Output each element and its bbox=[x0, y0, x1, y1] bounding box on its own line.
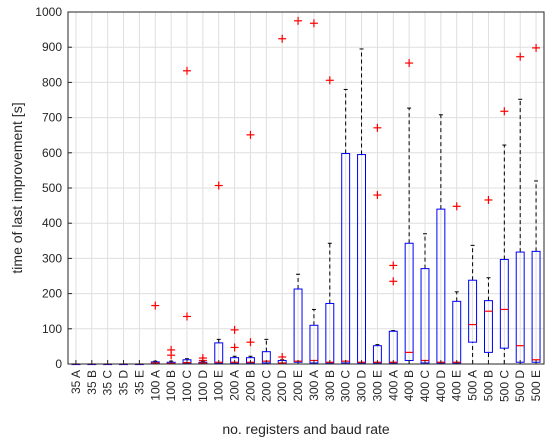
y-tick-label: 0 bbox=[55, 357, 62, 371]
x-tick-label: 500 A bbox=[466, 370, 480, 401]
outlier-marker bbox=[183, 312, 191, 321]
outlier-marker bbox=[167, 345, 176, 354]
outlier-marker bbox=[278, 34, 287, 43]
outlier-marker bbox=[278, 352, 287, 361]
x-tick-label: 100 E bbox=[212, 370, 226, 401]
y-tick-label: 800 bbox=[42, 75, 62, 89]
y-tick-label: 900 bbox=[42, 40, 62, 54]
outlier-marker bbox=[325, 76, 334, 85]
x-tick-label: 200 C bbox=[259, 370, 273, 402]
x-tick-label: 35 A bbox=[69, 370, 83, 394]
x-tick-label: 300 A bbox=[307, 370, 321, 401]
outlier-marker bbox=[230, 325, 239, 334]
outlier-marker bbox=[389, 261, 398, 270]
x-tick-label: 100 A bbox=[148, 370, 162, 401]
box-500-c bbox=[499, 107, 509, 365]
x-axis-label: no. registers and baud rate bbox=[222, 421, 390, 437]
y-tick-label: 500 bbox=[42, 181, 62, 195]
x-tick-label: 35 C bbox=[101, 370, 115, 396]
outlier-marker bbox=[373, 191, 382, 200]
outlier-marker bbox=[373, 123, 382, 132]
outlier-marker bbox=[532, 43, 541, 52]
y-tick-label: 100 bbox=[42, 322, 62, 336]
outlier-marker bbox=[389, 277, 398, 286]
y-tick-label: 600 bbox=[42, 146, 62, 160]
x-tick-label: 400 C bbox=[418, 370, 432, 402]
y-tick-label: 1000 bbox=[35, 5, 62, 19]
x-tick-label: 100 C bbox=[180, 370, 194, 402]
x-tick-label: 200 A bbox=[228, 370, 242, 401]
outlier-marker bbox=[246, 130, 255, 139]
y-tick-label: 700 bbox=[42, 111, 62, 125]
x-tick-label: 35 B bbox=[85, 370, 99, 395]
outlier-marker bbox=[484, 195, 493, 204]
x-tick-label: 200 E bbox=[291, 370, 305, 401]
y-tick-label: 300 bbox=[42, 251, 62, 265]
x-tick-label: 100 D bbox=[196, 370, 210, 402]
outlier-marker bbox=[405, 59, 414, 68]
outlier-marker bbox=[183, 66, 191, 75]
x-tick-label: 500 B bbox=[481, 370, 495, 401]
x-tick-label: 200 B bbox=[243, 370, 257, 401]
x-tick-label: 200 D bbox=[275, 370, 289, 402]
box-body bbox=[484, 300, 493, 353]
x-tick-label: 400 A bbox=[386, 370, 400, 401]
x-tick-label: 35 E bbox=[132, 370, 146, 395]
y-axis-label: time of last improvement [s] bbox=[9, 102, 25, 273]
x-tick-label: 400 D bbox=[434, 370, 448, 402]
box-body bbox=[499, 258, 509, 349]
outlier-marker bbox=[246, 338, 255, 347]
x-tick-label: 400 B bbox=[402, 370, 416, 401]
x-tick-label: 35 D bbox=[117, 370, 131, 396]
x-tick-label: 300 E bbox=[370, 370, 384, 401]
x-tick-label: 500 D bbox=[513, 370, 527, 402]
x-tick-label: 100 B bbox=[164, 370, 178, 401]
x-tick-label: 500 C bbox=[497, 370, 511, 402]
x-tick-label: 300 B bbox=[323, 370, 337, 401]
y-tick-label: 200 bbox=[42, 287, 62, 301]
x-tick-label: 300 C bbox=[339, 370, 353, 402]
outlier-marker bbox=[294, 16, 303, 25]
outlier-marker bbox=[214, 181, 223, 190]
tick-layer: 0 100 200 300 400 500 600 700 800 900 1000 35 A 35 B… bbox=[35, 5, 543, 402]
outlier-marker bbox=[516, 52, 525, 61]
x-tick-label: 500 E bbox=[529, 370, 543, 401]
outlier-marker bbox=[309, 19, 318, 28]
x-tick-label: 300 D bbox=[355, 370, 369, 402]
box-body bbox=[468, 279, 478, 343]
outlier-marker bbox=[500, 107, 509, 116]
y-tick-label: 400 bbox=[42, 216, 62, 230]
x-tick-label: 400 E bbox=[450, 370, 464, 401]
outlier-marker bbox=[452, 202, 461, 211]
outlier-marker bbox=[151, 301, 160, 310]
outlier-marker bbox=[230, 343, 239, 352]
